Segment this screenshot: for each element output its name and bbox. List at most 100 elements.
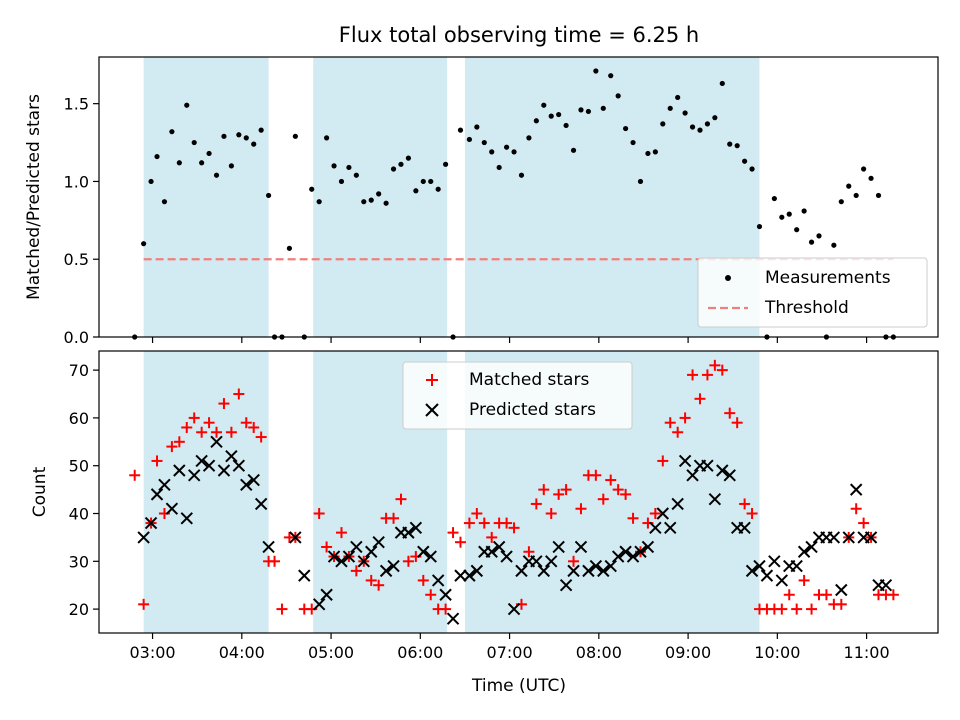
y-axis-ticks-top: 0.0 0.5 1.0 1.5 <box>64 95 99 347</box>
matched-point <box>575 503 587 515</box>
predicted-point <box>723 469 736 482</box>
y-axis-label-top: Matched/Predicted stars <box>24 94 44 300</box>
matched-point <box>783 589 795 601</box>
predicted-point <box>446 612 460 625</box>
matched-point <box>402 555 414 567</box>
predicted-point <box>879 578 893 592</box>
predicted-point <box>327 550 341 563</box>
matched-point <box>538 484 550 496</box>
measurement-point <box>353 172 359 178</box>
predicted-point <box>805 540 818 554</box>
matched-point <box>687 369 699 381</box>
matched-point <box>129 469 141 481</box>
predicted-point <box>790 559 803 573</box>
matched-point <box>321 541 333 553</box>
plot-frame-bottom <box>98 350 939 634</box>
matched-point <box>553 488 565 500</box>
matched-point <box>597 493 609 505</box>
predicted-point <box>298 569 311 582</box>
matched-point <box>627 512 639 524</box>
measurement-point <box>652 149 658 155</box>
matched-point <box>716 364 728 376</box>
measurement-point <box>316 199 322 205</box>
measurement-point <box>853 192 859 199</box>
matched-point <box>679 412 691 424</box>
matched-point <box>664 417 676 429</box>
predicted-point <box>409 521 423 535</box>
x-tick-label: 03:00 <box>129 643 175 662</box>
measurement-point <box>292 133 298 139</box>
measurement-point <box>376 191 382 197</box>
matched-point <box>218 398 230 410</box>
predicted-point <box>626 550 640 563</box>
measurement-point <box>719 80 725 87</box>
y-tick-label: 1.0 <box>64 172 89 191</box>
measurement-point <box>511 149 517 155</box>
matched-point <box>447 527 459 539</box>
matched-point <box>188 412 200 424</box>
measurement-point <box>689 124 696 130</box>
measurement-point <box>176 160 182 166</box>
measurement-point <box>265 192 272 199</box>
predicted-point <box>530 555 543 568</box>
measurement-point <box>570 147 577 153</box>
predicted-point <box>827 531 841 544</box>
predicted-point <box>864 531 878 544</box>
measurement-point <box>443 161 449 167</box>
count-panel: 20 30 40 50 60 70 03:00 04:00 05:00 06:00 07:00 08… <box>30 350 939 696</box>
measurement-point <box>141 241 147 247</box>
measurement-point <box>563 122 569 129</box>
legend-top: Measurements Threshold <box>697 257 928 328</box>
measurement-point <box>608 73 614 79</box>
x-tick-label: 04:00 <box>219 643 265 662</box>
y-tick-label: 30 <box>69 552 89 571</box>
matched-point <box>425 589 437 601</box>
matched-point <box>746 508 758 520</box>
measurement-point <box>413 188 419 194</box>
matched-point <box>395 493 407 505</box>
y-axis-ticks-bottom: 20 30 40 50 60 70 <box>69 361 99 619</box>
predicted-point <box>567 564 580 578</box>
measurement-point <box>309 186 315 192</box>
legend-box-bottom <box>402 361 633 430</box>
matched-point <box>181 421 193 433</box>
measurement-point <box>213 172 220 178</box>
predicted-point <box>678 454 692 468</box>
predicted-point <box>210 435 223 449</box>
measurement-point <box>742 158 748 164</box>
predicted-point <box>173 464 186 477</box>
y-tick-label: 70 <box>69 361 89 380</box>
predicted-point <box>835 583 848 597</box>
predicted-point <box>574 540 588 554</box>
measurement-points <box>132 68 896 340</box>
measurement-point <box>600 105 606 111</box>
predicted-point <box>289 531 302 544</box>
legend-measurements-marker <box>725 275 731 281</box>
measurement-point <box>338 178 345 185</box>
measurement-point <box>331 163 337 169</box>
predicted-point <box>387 559 400 573</box>
measurement-point <box>324 135 330 141</box>
predicted-point <box>708 492 722 506</box>
x-tick-label: 09:00 <box>665 643 711 662</box>
measurement-point <box>779 214 785 220</box>
measurement-point <box>435 186 441 192</box>
measurement-point <box>697 127 703 133</box>
measurement-point <box>346 164 352 171</box>
y-tick-label: 0.0 <box>64 328 89 347</box>
legend-matched-marker <box>426 374 438 386</box>
predicted-point <box>439 588 452 601</box>
matched-point <box>269 555 281 567</box>
matched-point <box>605 474 617 486</box>
matched-point <box>463 517 475 529</box>
measurement-point <box>727 141 733 147</box>
matched-point <box>211 426 223 438</box>
x-axis-ticks-bottom: 03:00 04:00 05:00 06:00 07:00 08:00 09:00 10:00… <box>129 633 890 662</box>
predicted-point <box>671 497 684 511</box>
predicted-point <box>137 531 150 544</box>
measurement-point <box>420 178 426 185</box>
predicted-point <box>619 545 632 558</box>
predicted-point <box>195 454 208 468</box>
measurement-point <box>816 233 822 239</box>
